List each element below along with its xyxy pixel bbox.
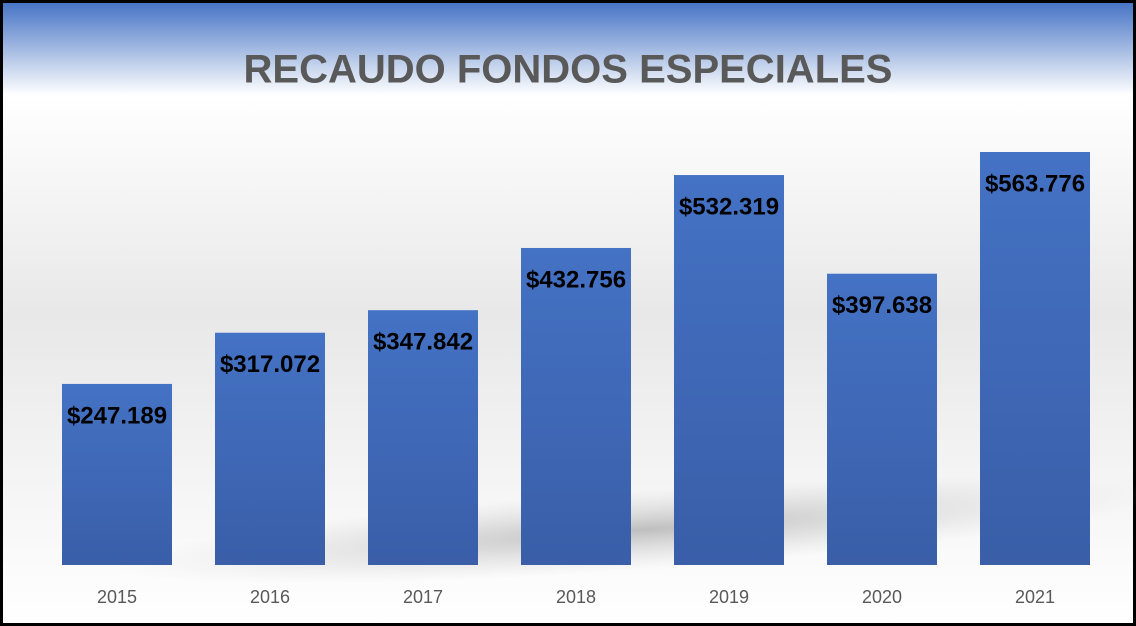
x-tick-label: 2019	[709, 587, 749, 607]
data-label: $432.756	[526, 266, 626, 293]
data-label: $247.189	[67, 402, 167, 429]
bar	[368, 310, 478, 565]
x-tick-label: 2021	[1015, 587, 1055, 607]
data-label: $563.776	[985, 170, 1085, 197]
bar	[521, 247, 631, 565]
chart-title: RECAUDO FONDOS ESPECIALES	[244, 48, 893, 92]
data-label: $532.319	[679, 193, 779, 220]
bar	[827, 273, 937, 565]
bar	[215, 332, 325, 565]
bar	[62, 383, 172, 565]
data-label: $397.638	[832, 292, 932, 319]
data-label: $347.842	[373, 329, 473, 356]
x-tick-label: 2017	[403, 587, 443, 607]
bar	[980, 152, 1090, 565]
data-label: $317.072	[220, 351, 320, 378]
x-tick-label: 2016	[250, 587, 290, 607]
x-tick-label: 2015	[97, 587, 137, 607]
bar	[674, 175, 784, 565]
x-tick-label: 2018	[556, 587, 596, 607]
x-tick-label: 2020	[862, 587, 902, 607]
